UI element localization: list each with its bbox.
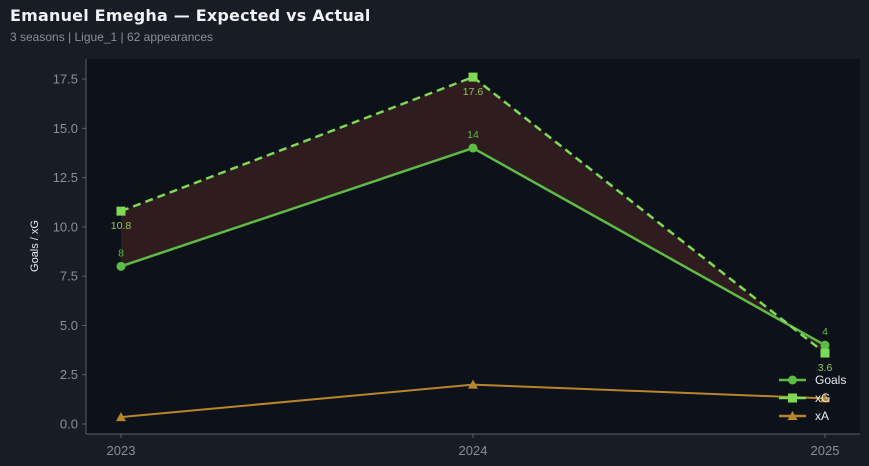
xg-marker <box>116 206 126 216</box>
legend-triangle-icon <box>787 411 798 420</box>
legend-label: xG <box>815 391 830 405</box>
shaded-region <box>121 77 825 354</box>
y-tick-label: 17.5 <box>53 72 78 87</box>
xg-marker <box>820 348 830 358</box>
goals-marker <box>116 261 126 271</box>
x-tick-label: 2025 <box>811 443 840 458</box>
xg-data-label: 3.6 <box>818 362 833 374</box>
x-tick-label: 2024 <box>459 443 488 458</box>
goals-marker <box>468 143 478 153</box>
legend-label: Goals <box>815 373 846 387</box>
y-tick-label: 2.5 <box>60 367 78 382</box>
legend-square-icon <box>788 393 797 403</box>
y-tick-label: 15.0 <box>53 121 78 136</box>
goals-data-label: 4 <box>822 326 828 338</box>
xa-marker <box>116 412 126 422</box>
y-tick-label: 7.5 <box>60 269 78 284</box>
goals-marker <box>820 340 830 350</box>
x-tick-label: 2023 <box>107 443 136 458</box>
goals-data-label: 14 <box>467 129 479 141</box>
y-tick-label: 5.0 <box>60 318 78 333</box>
series-lines <box>116 72 830 422</box>
y-axis-label: Goals / xG <box>29 220 41 272</box>
xa-marker <box>820 393 830 403</box>
legend: Goals xG xA <box>779 373 846 423</box>
axes: 0.0 2.5 5.0 7.5 10.0 12.5 15.0 17.5 2023 2024 2025 <box>53 59 860 458</box>
xg-marker <box>468 72 478 82</box>
y-tick-label: 0.0 <box>60 417 78 432</box>
legend-circle-icon <box>788 375 797 385</box>
data-labels: 8 14 4 10.8 17.6 3.6 <box>111 86 833 374</box>
y-tick-label: 10.0 <box>53 219 78 234</box>
goals-data-label: 8 <box>118 247 124 259</box>
y-tick-label: 12.5 <box>53 170 78 185</box>
xa-marker <box>468 379 478 389</box>
chart-subtitle: 3 seasons | Ligue_1 | 62 appearances <box>10 30 214 44</box>
xg-data-label: 17.6 <box>463 86 484 98</box>
xg-data-label: 10.8 <box>111 220 132 232</box>
chart-title: Emanuel Emegha — Expected vs Actual <box>10 6 371 25</box>
legend-label: xA <box>815 409 829 423</box>
